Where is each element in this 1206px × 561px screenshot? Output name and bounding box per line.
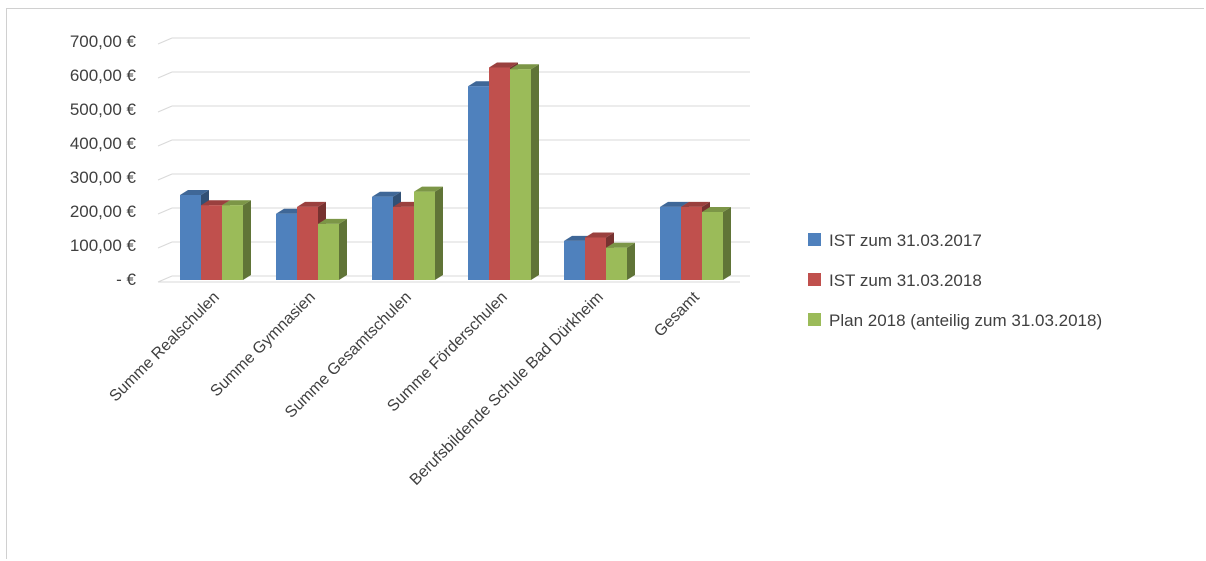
gridlines (157, 37, 750, 283)
bar-front (414, 191, 435, 280)
bar-front (222, 205, 243, 280)
bar-side (339, 218, 347, 280)
bar-front (276, 213, 297, 280)
bar-front (702, 212, 723, 280)
bar-front (681, 206, 702, 280)
gridline-depth (157, 105, 173, 113)
bar-side (531, 64, 539, 280)
bar (606, 242, 635, 280)
legend-label: Plan 2018 (anteilig zum 31.03.2018) (829, 311, 1102, 330)
bar-side (243, 200, 251, 280)
bar-top (318, 218, 347, 224)
category-label: Berufsbildende Schule Bad Dürkheim (407, 289, 607, 489)
bar (222, 200, 251, 280)
bar-front (393, 206, 414, 280)
gridline-depth (157, 37, 173, 45)
y-tick-label: 700,00 € (70, 32, 137, 51)
bar-top (606, 242, 635, 248)
bar-front (372, 196, 393, 280)
gridline-depth (157, 139, 173, 147)
bar-top (180, 190, 209, 195)
bars (180, 62, 731, 280)
gridline-depth (157, 241, 173, 249)
bar-front (318, 223, 339, 280)
bar-side (627, 242, 635, 280)
bar-top (297, 201, 326, 207)
bar-front (660, 206, 681, 280)
bar (318, 218, 347, 280)
bar-top (660, 201, 689, 207)
gridline-depth (157, 71, 173, 79)
category-label: Summe Realschulen (106, 289, 222, 405)
bar-front (585, 237, 606, 280)
legend: IST zum 31.03.2017 IST zum 31.03.2018 Plan… (808, 231, 1102, 330)
bar-top (702, 207, 731, 212)
gridline-depth (157, 207, 173, 215)
category-label: Gesamt (651, 288, 703, 340)
bar-front (180, 195, 201, 280)
bar-side (723, 207, 731, 280)
bar-front (510, 69, 531, 280)
y-tick-label: 500,00 € (70, 100, 137, 119)
bar (414, 186, 443, 280)
bar-top (201, 200, 230, 206)
category-label: Summe Gymnasien (207, 289, 318, 400)
bar-top (489, 62, 518, 68)
gridline-depth (157, 173, 173, 181)
bar-front (489, 67, 510, 280)
bar (702, 207, 731, 280)
y-tick-label: 300,00 € (70, 168, 137, 187)
bar-front (606, 247, 627, 280)
chart-frame (6, 8, 1204, 559)
bar-top (372, 191, 401, 197)
bar-top (585, 232, 614, 238)
bar-top (681, 201, 710, 207)
bar-front (297, 206, 318, 280)
legend-swatch (808, 313, 821, 326)
y-tick-label: 200,00 € (70, 202, 137, 221)
y-tick-label: 400,00 € (70, 134, 137, 153)
bar-front (564, 240, 585, 280)
y-axis: - € 100,00 € 200,00 € 300,00 € 400,00 € 500,0… (70, 32, 137, 289)
legend-swatch (808, 273, 821, 286)
bar (510, 64, 539, 280)
bar-top (222, 200, 251, 206)
y-tick-label: - € (116, 270, 136, 289)
bar-front (468, 86, 489, 280)
bar-top (414, 186, 443, 192)
y-tick-label: 600,00 € (70, 66, 137, 85)
bar-top (510, 64, 539, 70)
legend-swatch (808, 233, 821, 246)
legend-label: IST zum 31.03.2018 (829, 271, 982, 290)
legend-label: IST zum 31.03.2017 (829, 231, 982, 250)
y-tick-label: 100,00 € (70, 236, 137, 255)
bar-side (435, 186, 443, 280)
bar-front (201, 205, 222, 280)
gridline-depth (157, 275, 173, 283)
